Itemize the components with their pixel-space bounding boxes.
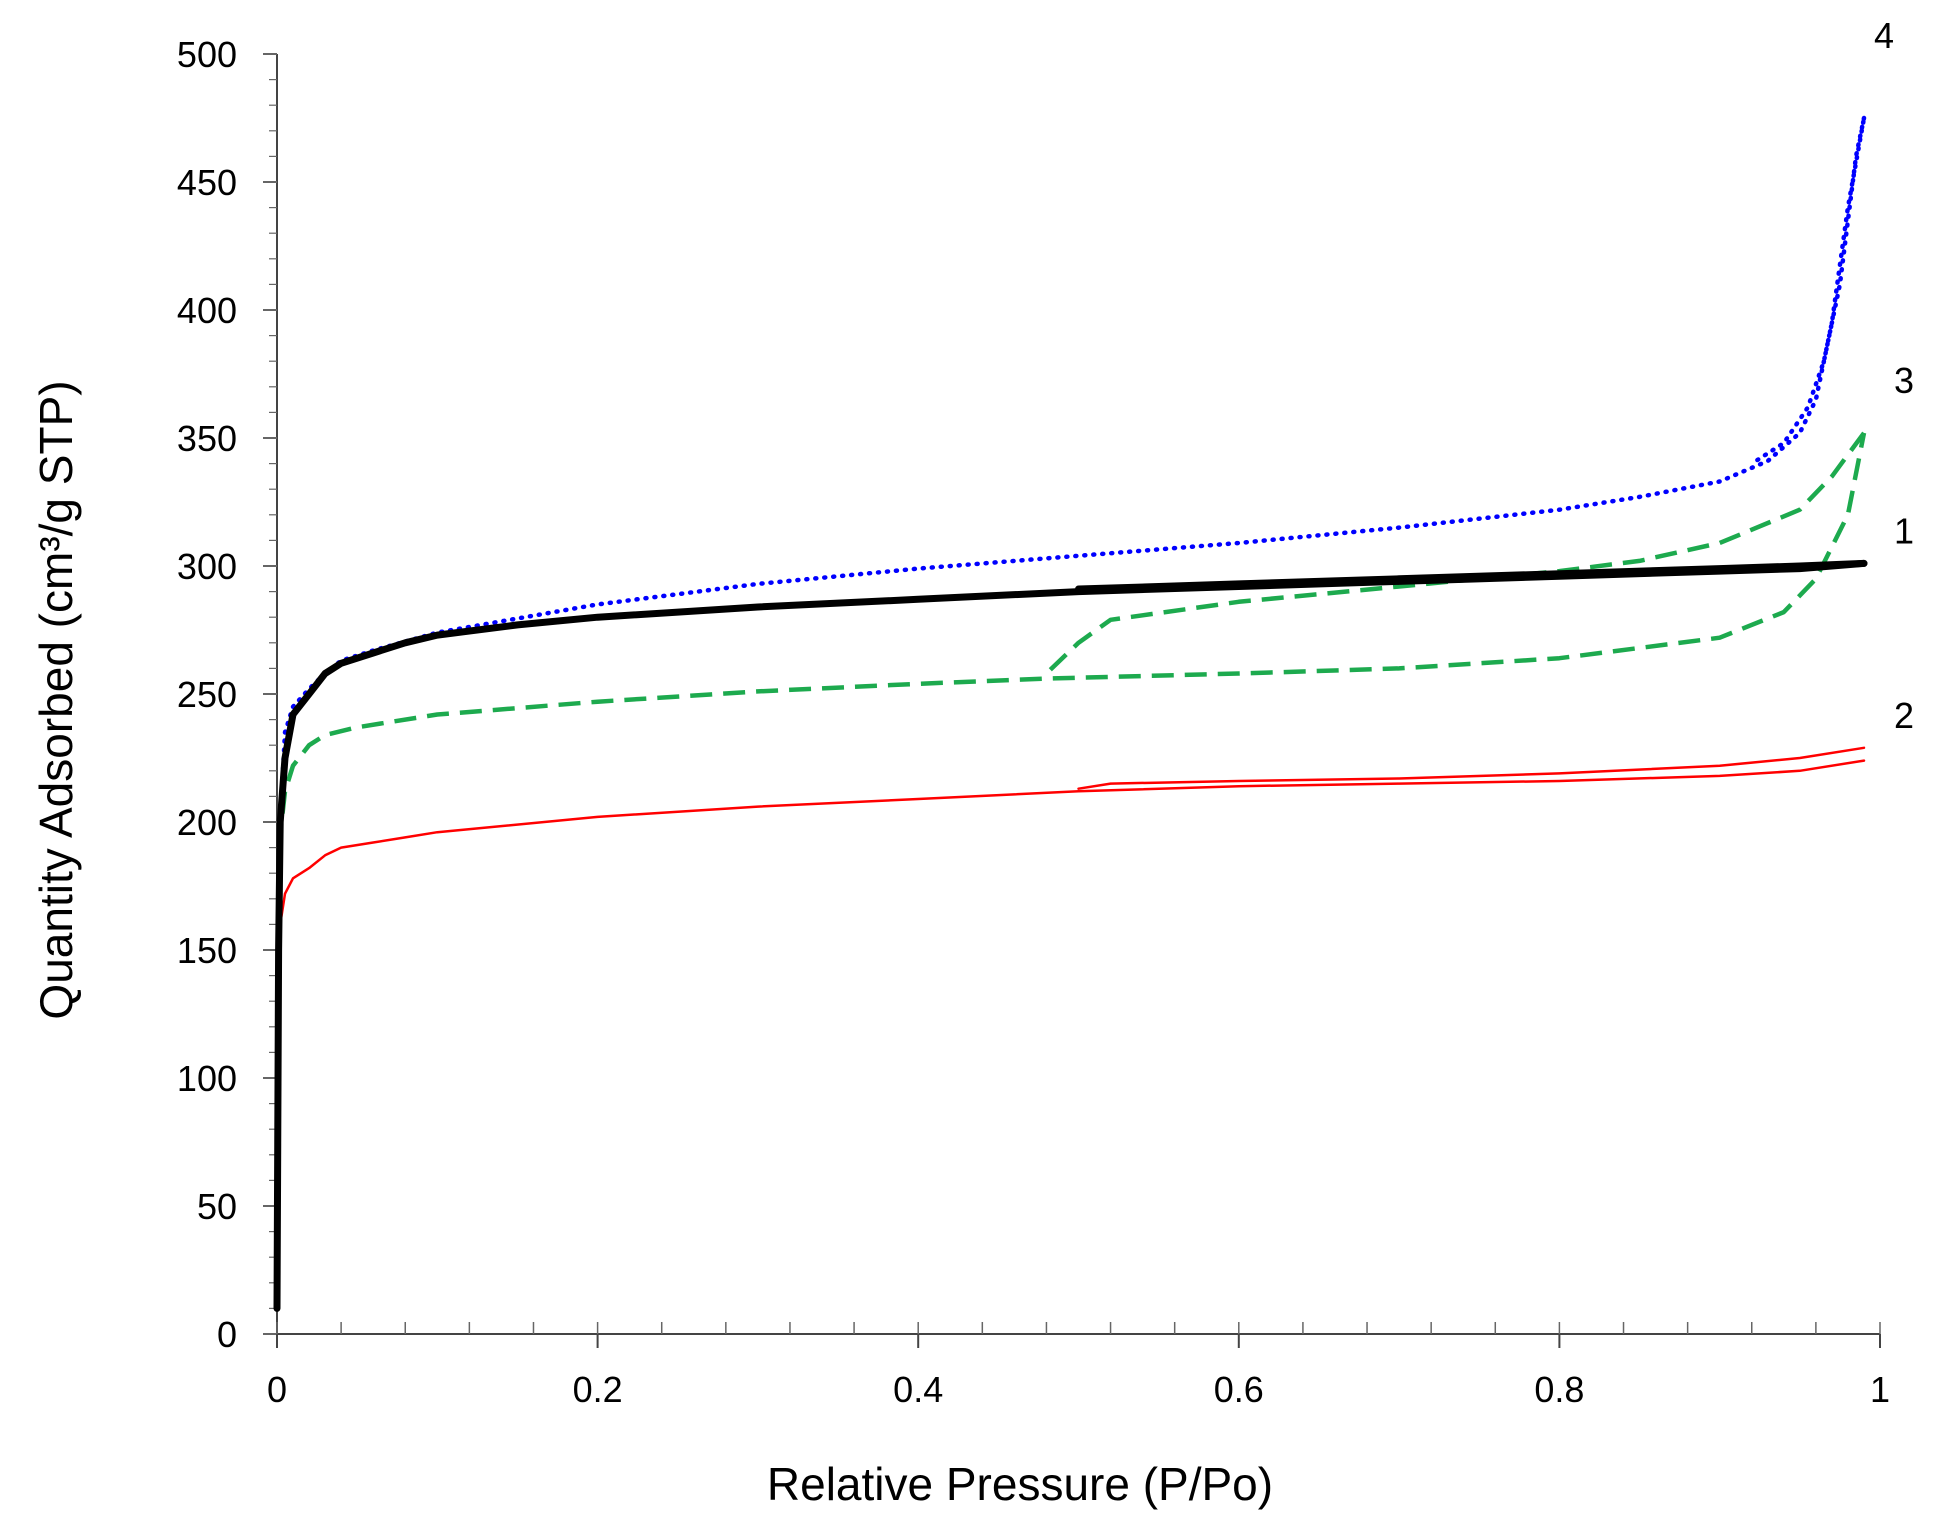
axes: 0 50 100 150 200 250 300 350 400 450 500 0 0.2 0.4 0.6… — [177, 34, 1890, 1410]
series-1-desorption-line — [1075, 559, 1868, 593]
series-2-desorption-line — [1077, 746, 1866, 790]
y-tick-label: 500 — [177, 34, 237, 75]
series-label-4: 4 — [1874, 15, 1894, 56]
x-tick-label: 0 — [267, 1369, 287, 1410]
y-tick-label: 300 — [177, 546, 237, 587]
series-3-adsorption-line — [274, 432, 1867, 1309]
series-1-adsorption-line — [273, 559, 1868, 1312]
y-tick-label: 50 — [197, 1186, 237, 1227]
series-label-1: 1 — [1894, 510, 1914, 551]
series-3-desorption-line — [1044, 431, 1866, 676]
series-2-adsorption-line — [275, 759, 1866, 1310]
series-label-3: 3 — [1894, 360, 1914, 401]
series-labels: 1 2 3 4 — [1874, 15, 1914, 736]
y-tick-label: 250 — [177, 674, 237, 715]
series-lines — [273, 115, 1868, 1312]
series-label-2: 2 — [1894, 695, 1914, 736]
y-tick-label: 350 — [177, 418, 237, 459]
x-tick-label: 0.6 — [1214, 1369, 1264, 1410]
y-axis-title: Quantity Adsorbed (cm³/g STP) — [30, 380, 82, 1019]
series-4-adsorption-line — [274, 115, 1867, 1311]
x-tick-label: 0.8 — [1534, 1369, 1584, 1410]
x-axis-title: Relative Pressure (P/Po) — [767, 1458, 1273, 1510]
y-tick-label: 450 — [177, 162, 237, 203]
y-tick-label: 0 — [217, 1314, 237, 1355]
x-tick-label: 0.2 — [573, 1369, 623, 1410]
series-4-desorption-line — [1749, 115, 1867, 466]
y-tick-label: 200 — [177, 802, 237, 843]
y-tick-label: 100 — [177, 1058, 237, 1099]
x-tick-label: 1 — [1870, 1369, 1890, 1410]
x-tick-label: 0.4 — [893, 1369, 943, 1410]
y-tick-label: 150 — [177, 930, 237, 971]
y-tick-label: 400 — [177, 290, 237, 331]
